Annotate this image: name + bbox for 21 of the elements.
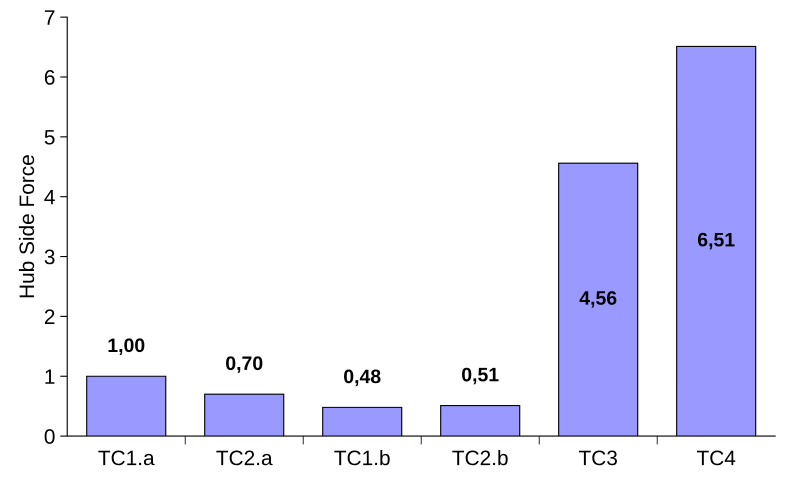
x-tick-label: TC2.a (216, 450, 273, 466)
x-tick-label: TC4 (696, 450, 736, 466)
x-tick-label: TC3 (578, 450, 617, 466)
y-tick-label: 4 (44, 190, 55, 204)
y-tick-label: 2 (44, 309, 54, 324)
y-tick-label: 5 (44, 130, 55, 145)
y-tick-label: 1 (45, 369, 54, 384)
x-tick-label: TC1.b (334, 450, 390, 466)
y-tick-label: 6 (44, 70, 55, 85)
y-tick-label: 7 (44, 10, 54, 25)
data-label: 6,51 (698, 232, 735, 250)
data-label: 0,48 (344, 369, 381, 386)
x-tick-label: TC2.b (452, 450, 508, 466)
data-label: 4,56 (580, 291, 616, 308)
data-label: 0,70 (226, 356, 262, 373)
x-tick-label: TC1.a (98, 450, 155, 466)
data-label: 0,51 (462, 368, 499, 384)
data-label: 1,00 (108, 338, 144, 355)
y-tick-label: 0 (44, 429, 55, 444)
y-axis-title: Hub Side Force (18, 155, 34, 298)
y-tick-label: 3 (44, 250, 55, 264)
